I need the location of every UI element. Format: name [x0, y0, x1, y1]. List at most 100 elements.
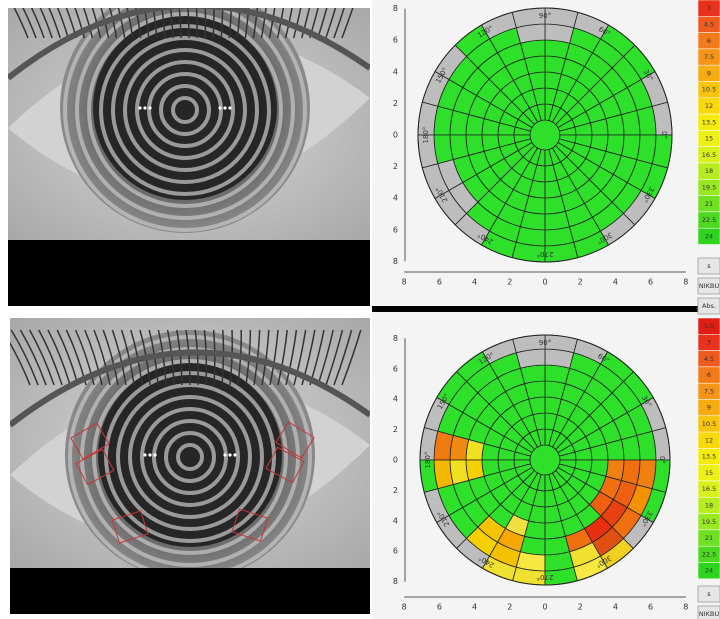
- pupil-area: [98, 363, 282, 547]
- scale-label: 24: [705, 232, 713, 240]
- scale-label: 1.5: [704, 322, 714, 330]
- reflex-dot: [218, 106, 221, 109]
- x-tick-label: 8: [683, 603, 688, 612]
- angle-label: 90°: [539, 12, 551, 20]
- map-cell: [545, 40, 570, 59]
- screenshot: 8642024688642024680°30°60°90°120°150°180…: [0, 0, 720, 619]
- x-tick-label: 6: [648, 603, 653, 612]
- button-label[interactable]: NIKBU: [699, 610, 720, 618]
- scale-label: 19.5: [702, 518, 716, 526]
- scale-label: 15: [705, 135, 713, 143]
- map-cell: [621, 460, 640, 485]
- reflex-dot: [228, 453, 231, 456]
- scale-label: 4.5: [704, 20, 714, 28]
- x-tick-label: 2: [507, 603, 512, 612]
- reflex-dot: [223, 453, 226, 456]
- scale-label: 7.5: [704, 53, 714, 61]
- angle-label: 90°: [539, 339, 551, 347]
- y-tick-label: 2: [393, 425, 398, 434]
- photo-black-band: [10, 568, 370, 614]
- map-cell: [525, 521, 545, 539]
- scale-label: 7.5: [704, 387, 714, 395]
- y-tick-label: 4: [393, 395, 398, 404]
- y-tick-label: 8: [393, 4, 398, 13]
- scale-label: 24: [705, 567, 713, 575]
- x-tick-label: 0: [542, 603, 547, 612]
- panel-separator: [372, 306, 720, 312]
- map-cell: [545, 56, 565, 74]
- scale-label: 22.5: [702, 550, 716, 558]
- angle-label: 270°: [537, 573, 554, 581]
- scale-label: 13.5: [702, 118, 716, 126]
- map-cell: [606, 460, 624, 480]
- y-tick-label: 6: [393, 36, 398, 45]
- y-tick-label: 2: [393, 486, 398, 495]
- scale-label: 18: [705, 501, 713, 509]
- scale-label: 16.5: [702, 485, 716, 493]
- map-cell: [606, 135, 624, 155]
- angle-label: 180°: [422, 127, 430, 144]
- scale-label: 3: [707, 4, 711, 12]
- y-tick-label: 8: [393, 577, 398, 586]
- map-cell: [520, 211, 545, 230]
- map-cell: [545, 365, 570, 384]
- y-tick-label: 2: [393, 99, 398, 108]
- angle-label: 270°: [537, 250, 554, 258]
- y-tick-label: 4: [393, 516, 398, 525]
- map-cell: [520, 536, 545, 555]
- angle-label: 180°: [424, 452, 432, 469]
- y-tick-label: 0: [393, 131, 398, 140]
- map-cell: [621, 135, 640, 160]
- reflex-dot: [148, 453, 151, 456]
- x-tick-label: 4: [613, 278, 618, 287]
- reflex-dot: [143, 106, 146, 109]
- x-tick-label: 8: [402, 603, 407, 612]
- pupil-area: [93, 16, 277, 200]
- button-label[interactable]: NIKBU: [699, 282, 720, 290]
- x-tick-label: 8: [683, 278, 688, 287]
- scale-label: 21: [705, 534, 713, 542]
- x-tick-label: 6: [437, 603, 442, 612]
- angle-label: 0°: [660, 131, 668, 139]
- scale-label: 6: [707, 371, 711, 379]
- eye-photo: [2, 318, 370, 580]
- reflex-dot: [148, 106, 151, 109]
- scale-label: 21: [705, 200, 713, 208]
- x-tick-label: 8: [402, 278, 407, 287]
- scale-label: 16.5: [702, 151, 716, 159]
- y-tick-label: 6: [393, 225, 398, 234]
- x-tick-label: 4: [472, 278, 477, 287]
- reflex-dot: [223, 106, 226, 109]
- reflex-dot: [143, 453, 146, 456]
- y-tick-label: 8: [393, 334, 398, 343]
- reflex-dot: [138, 106, 141, 109]
- photo-black-band: [8, 240, 370, 306]
- scale-label: 22.5: [702, 216, 716, 224]
- page: 8642024688642024680°30°60°90°120°150°180…: [0, 0, 720, 619]
- map-cell: [545, 381, 565, 399]
- x-tick-label: 4: [613, 603, 618, 612]
- angle-label: 0°: [658, 456, 666, 464]
- y-tick-label: 2: [393, 162, 398, 171]
- reflex-dot: [233, 453, 236, 456]
- map-cell: [450, 435, 469, 460]
- scale-label: 19.5: [702, 183, 716, 191]
- y-tick-label: 0: [393, 456, 398, 465]
- reflex-dot: [153, 453, 156, 456]
- button-label[interactable]: Abs.: [702, 302, 716, 310]
- scale-label: 9: [707, 404, 711, 412]
- map-cell: [466, 115, 484, 135]
- x-tick-label: 4: [472, 603, 477, 612]
- x-tick-label: 6: [437, 278, 442, 287]
- y-tick-label: 6: [393, 364, 398, 373]
- x-tick-label: 2: [507, 278, 512, 287]
- scale-label: 4.5: [704, 355, 714, 363]
- scale-label: 10.5: [702, 420, 716, 428]
- map-cell: [525, 196, 545, 214]
- scale-label: 18: [705, 167, 713, 175]
- y-tick-label: 4: [393, 67, 398, 76]
- scale-label: 10.5: [702, 86, 716, 94]
- scale-label: 12: [705, 436, 713, 444]
- x-tick-label: 2: [578, 603, 583, 612]
- scale-label: 9: [707, 69, 711, 77]
